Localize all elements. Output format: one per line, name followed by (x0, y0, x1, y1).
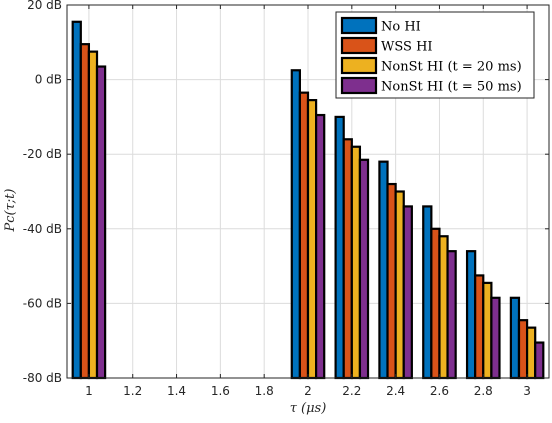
bar-no-hi (378, 160, 389, 380)
legend-entry: NonSt HI (t = 20 ms) (381, 60, 522, 75)
legend: No HI WSS HI NonSt HI (t = 20 ms) NonSt HI … (335, 11, 535, 99)
y-tick-label: 20 dB (27, 0, 62, 12)
bar-nonst-hi-t-50-ms- (315, 113, 326, 380)
bar-no-hi (71, 20, 82, 380)
legend-swatch (340, 16, 378, 35)
bar-nonst-hi-t-20-ms- (438, 235, 449, 380)
y-axis-ticks: 20 dB 0 dB -20 dB -40 dB -60 dB -80 dB (23, 0, 549, 385)
bars (71, 20, 545, 380)
x-tick-label: 1.8 (255, 384, 274, 398)
x-axis-label: τ (μs) (290, 401, 327, 416)
x-tick-label: 1 (85, 384, 93, 398)
legend-swatch (340, 76, 378, 95)
x-tick-label: 2.8 (474, 384, 493, 398)
y-tick-label: 0 dB (35, 73, 62, 87)
x-tick-label: 3 (523, 384, 531, 398)
bar-no-hi (290, 69, 301, 380)
bar-no-hi (465, 250, 477, 380)
bar-nonst-hi-t-50-ms- (534, 341, 545, 380)
bar-wss-hi (386, 182, 397, 380)
bar-nonst-hi-t-20-ms- (87, 50, 99, 380)
y-axis-label: Pc(τ;t) (3, 189, 18, 233)
y-tick-label: -40 dB (23, 222, 62, 236)
bar-nonst-hi-t-20-ms- (482, 281, 493, 380)
y-tick-label: -20 dB (23, 147, 62, 161)
x-axis-ticks: 1 1.2 1.4 1.6 1.8 2 2.2 2.4 2.6 2.8 3 (85, 5, 531, 398)
y-tick-label: -60 dB (23, 296, 62, 310)
x-tick-label: 2.4 (386, 384, 405, 398)
x-tick-label: 1.4 (167, 384, 186, 398)
bar-nonst-hi-t-20-ms- (525, 326, 537, 380)
bar-nonst-hi-t-50-ms- (490, 296, 501, 380)
bar-nonst-hi-t-20-ms- (306, 99, 318, 380)
bar-nonst-hi-t-50-ms- (95, 65, 107, 380)
legend-entry: WSS HI (381, 40, 433, 55)
bar-nonst-hi-t-50-ms- (446, 250, 457, 380)
y-tick-label: -80 dB (23, 371, 62, 385)
bar-no-hi (334, 115, 345, 380)
bar-wss-hi (79, 43, 91, 380)
x-tick-label: 2 (304, 384, 312, 398)
bar-wss-hi (298, 91, 310, 380)
bar-wss-hi (474, 274, 485, 380)
x-tick-label: 2.2 (342, 384, 361, 398)
x-tick-label: 2.6 (430, 384, 449, 398)
bar-wss-hi (430, 227, 441, 380)
bar-nonst-hi-t-50-ms- (358, 158, 370, 380)
bar-nonst-hi-t-20-ms- (350, 145, 362, 380)
bar-no-hi (509, 296, 521, 380)
legend-swatch (340, 36, 378, 55)
bar-no-hi (422, 205, 433, 380)
x-tick-label: 1.6 (211, 384, 230, 398)
bar-wss-hi (342, 138, 353, 380)
x-tick-label: 1.2 (123, 384, 142, 398)
bar-wss-hi (517, 319, 529, 380)
bar-nonst-hi-t-50-ms- (402, 205, 413, 380)
bar-nonst-hi-t-20-ms- (394, 190, 405, 380)
legend-entry: NonSt HI (t = 50 ms) (381, 80, 522, 95)
legend-swatch (340, 56, 378, 75)
legend-entry: No HI (381, 20, 421, 35)
